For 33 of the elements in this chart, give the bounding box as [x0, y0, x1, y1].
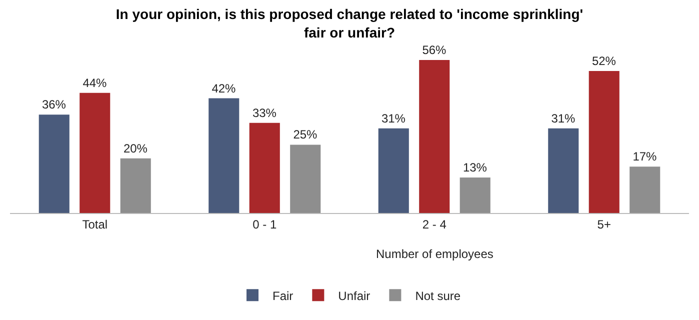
bar: [208, 98, 240, 213]
text: Number of employees: [376, 247, 494, 261]
data-label: 17%: [632, 150, 658, 164]
x-tick-label: 2 - 4: [422, 217, 447, 232]
data-label: 42%: [212, 81, 236, 96]
legend-label: Unfair: [338, 288, 370, 303]
bar: [120, 158, 151, 213]
legend-label: Fair: [272, 288, 294, 303]
x-tick-label: Total: [82, 217, 108, 232]
data-label: 25%: [293, 128, 318, 142]
chart-title: In your opinion, is this proposed change related to 'income sprinkling' fair or unfair?: [116, 6, 584, 40]
bar: [588, 70, 620, 213]
bar: [630, 166, 660, 213]
bar: [548, 128, 579, 213]
data-label: 56%: [422, 43, 447, 58]
bar: [80, 92, 110, 213]
bar: [378, 128, 409, 213]
data-label: 52%: [592, 54, 616, 68]
data-label: 13%: [462, 160, 488, 174]
bar: [38, 114, 70, 213]
data-label: 31%: [551, 111, 576, 126]
bar: [419, 60, 450, 213]
data-label: 36%: [42, 98, 66, 112]
x-tick-label: 0 - 1: [252, 217, 277, 232]
data-label: 20%: [123, 141, 148, 156]
data-label: 31%: [381, 111, 406, 126]
data-label: 44%: [82, 76, 108, 90]
x-tick-label: 5+: [597, 217, 611, 232]
bar: [249, 122, 280, 213]
bar: [460, 177, 490, 213]
bar: [290, 144, 321, 213]
legend-label: Not sure: [415, 288, 461, 303]
data-label: 33%: [252, 106, 277, 120]
